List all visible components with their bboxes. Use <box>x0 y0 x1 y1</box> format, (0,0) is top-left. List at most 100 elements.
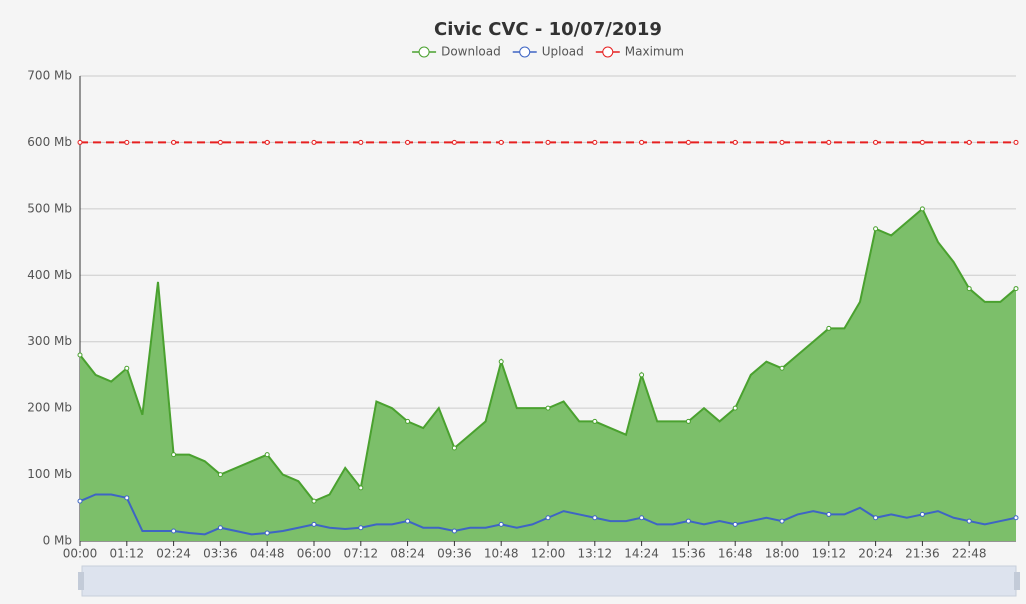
point-marker <box>685 418 691 424</box>
x-tick-label: 09:36 <box>437 547 472 561</box>
point-marker <box>545 139 551 145</box>
point-marker <box>826 511 832 517</box>
x-tick-label: 22:48 <box>952 547 987 561</box>
point-marker <box>685 518 691 524</box>
x-tick-label: 07:12 <box>344 547 379 561</box>
point-marker <box>1013 286 1019 292</box>
x-tick-label: 02:24 <box>156 547 191 561</box>
point-marker <box>217 472 223 478</box>
point-marker <box>779 365 785 371</box>
y-tick-label: 200 Mb <box>27 401 72 415</box>
point-marker <box>498 139 504 145</box>
x-tick-label: 12:00 <box>531 547 566 561</box>
point-marker <box>826 325 832 331</box>
point-marker <box>873 139 879 145</box>
point-marker <box>358 139 364 145</box>
point-marker <box>639 139 645 145</box>
point-marker <box>77 352 83 358</box>
point-marker <box>264 139 270 145</box>
y-tick-label: 600 Mb <box>27 135 72 149</box>
point-marker <box>171 528 177 534</box>
point-marker <box>826 139 832 145</box>
point-marker <box>732 139 738 145</box>
x-tick-label: 18:00 <box>765 547 800 561</box>
point-marker <box>498 359 504 365</box>
y-tick-label: 400 Mb <box>27 268 72 282</box>
zoom-slider[interactable] <box>81 565 1017 597</box>
point-marker <box>873 226 879 232</box>
point-marker <box>966 286 972 292</box>
legend-label[interactable]: Upload <box>542 45 584 59</box>
point-marker <box>779 139 785 145</box>
x-tick-label: 04:48 <box>250 547 285 561</box>
point-marker <box>264 530 270 536</box>
point-marker <box>311 498 317 504</box>
x-tick-label: 14:24 <box>624 547 659 561</box>
point-marker <box>966 518 972 524</box>
y-tick-label: 500 Mb <box>27 201 72 215</box>
point-marker <box>919 511 925 517</box>
point-marker <box>592 139 598 145</box>
point-marker <box>405 139 411 145</box>
point-marker <box>966 139 972 145</box>
x-tick-label: 10:48 <box>484 547 519 561</box>
point-marker <box>77 498 83 504</box>
point-marker <box>311 521 317 527</box>
point-marker <box>451 139 457 145</box>
point-marker <box>405 418 411 424</box>
point-marker <box>77 139 83 145</box>
chart-title: Civic CVC - 10/07/2019 <box>434 19 662 40</box>
x-tick-label: 20:24 <box>858 547 893 561</box>
point-marker <box>124 495 130 501</box>
point-marker <box>171 139 177 145</box>
point-marker <box>217 525 223 531</box>
legend-label[interactable]: Download <box>441 45 501 59</box>
legend-icon <box>418 46 430 58</box>
legend-icon <box>519 46 531 58</box>
x-tick-label: 16:48 <box>718 547 753 561</box>
point-marker <box>358 525 364 531</box>
point-marker <box>545 405 551 411</box>
point-marker <box>217 139 223 145</box>
point-marker <box>545 515 551 521</box>
y-tick-label: 700 Mb <box>27 69 72 83</box>
point-marker <box>311 139 317 145</box>
x-tick-label: 19:12 <box>812 547 847 561</box>
legend-label[interactable]: Maximum <box>625 45 684 59</box>
point-marker <box>732 521 738 527</box>
point-marker <box>592 418 598 424</box>
legend-icon <box>602 46 614 58</box>
point-marker <box>919 139 925 145</box>
point-marker <box>919 206 925 212</box>
point-marker <box>592 515 598 521</box>
point-marker <box>1013 139 1019 145</box>
point-marker <box>1013 515 1019 521</box>
point-marker <box>124 139 130 145</box>
x-tick-label: 01:12 <box>110 547 145 561</box>
zoom-handle[interactable] <box>1014 572 1020 590</box>
point-marker <box>358 485 364 491</box>
point-marker <box>171 452 177 458</box>
x-tick-label: 21:36 <box>905 547 940 561</box>
point-marker <box>451 528 457 534</box>
point-marker <box>873 515 879 521</box>
x-tick-label: 13:12 <box>578 547 613 561</box>
x-tick-label: 03:36 <box>203 547 238 561</box>
point-marker <box>732 405 738 411</box>
x-tick-label: 08:24 <box>390 547 425 561</box>
y-tick-label: 100 Mb <box>27 467 72 481</box>
y-tick-label: 0 Mb <box>43 534 72 548</box>
x-tick-label: 15:36 <box>671 547 706 561</box>
point-marker <box>451 445 457 451</box>
point-marker <box>685 139 691 145</box>
point-marker <box>124 365 130 371</box>
point-marker <box>498 521 504 527</box>
point-marker <box>779 518 785 524</box>
y-tick-label: 300 Mb <box>27 334 72 348</box>
point-marker <box>405 518 411 524</box>
zoom-handle[interactable] <box>78 572 84 590</box>
point-marker <box>639 372 645 378</box>
point-marker <box>264 452 270 458</box>
x-tick-label: 06:00 <box>297 547 332 561</box>
